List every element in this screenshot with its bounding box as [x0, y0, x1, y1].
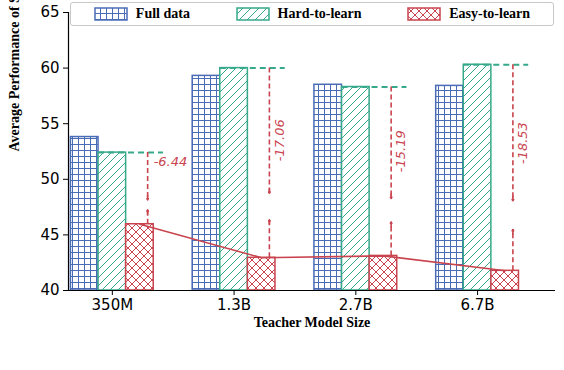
html-text:Hard-to-learn: Hard-to-learn [277, 6, 362, 21]
svg-text:-15.19: -15.19 [393, 130, 408, 172]
svg-text:-6.44: -6.44 [154, 154, 188, 169]
svg-text:60: 60 [40, 59, 59, 77]
html-text:Full data: Full data [135, 6, 190, 21]
svg-text:55: 55 [40, 115, 59, 133]
svg-text:2.7B: 2.7B [339, 296, 373, 314]
svg-text:-18.53: -18.53 [515, 122, 530, 164]
svg-text:65: 65 [40, 3, 59, 21]
svg-text:1.3B: 1.3B [217, 296, 251, 314]
svg-text:-17.06: -17.06 [272, 119, 287, 161]
svg-text:Teacher Model Size: Teacher Model Size [254, 315, 371, 330]
html-text:Easy-to-learn: Easy-to-learn [449, 6, 531, 21]
svg-text:45: 45 [40, 226, 59, 244]
svg-text:50: 50 [40, 170, 59, 188]
svg-text:350M: 350M [92, 296, 134, 314]
svg-text:40: 40 [40, 281, 59, 299]
svg-text:6.7B: 6.7B [461, 296, 495, 314]
svg-text:Average Performance of Student: Average Performance of Student (%) [7, 0, 23, 152]
